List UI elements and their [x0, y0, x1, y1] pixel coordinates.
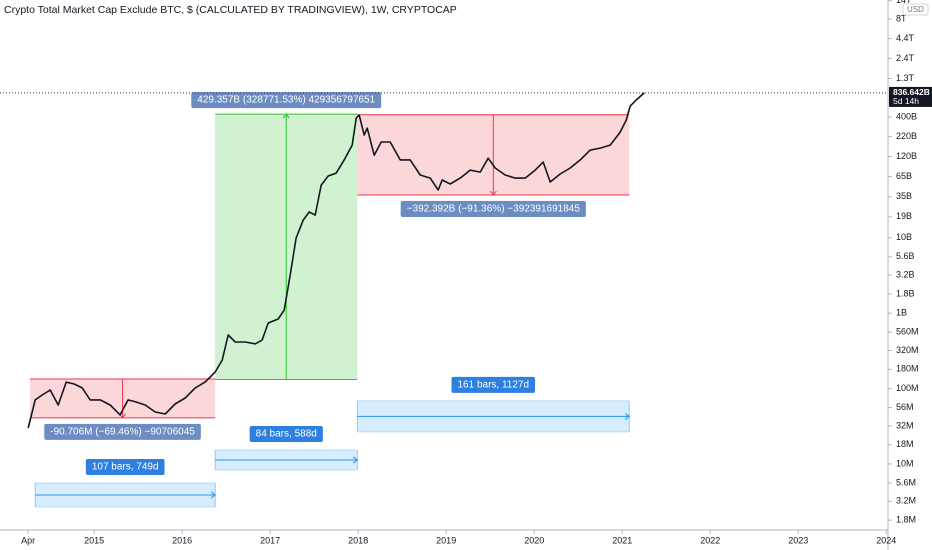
currency-box[interactable]	[902, 3, 929, 16]
price-line	[27, 92, 645, 429]
x-tick-label: 2019	[436, 535, 456, 545]
y-tick-label: 18M	[896, 439, 914, 449]
y-tick-label: 4.4T	[896, 33, 915, 43]
y-tick-label: 65B	[896, 171, 912, 181]
x-tick-label: 2022	[700, 535, 720, 545]
y-tick-label: 1.8B	[896, 288, 915, 298]
y-tick-label: 180M	[896, 364, 919, 374]
y-tick-label: 5.6B	[896, 251, 915, 261]
date_range: 161 bars, 1127d	[356, 376, 631, 433]
range-label-box	[249, 426, 323, 443]
price_range: −392.392B (−91.36%) −392391691845	[357, 114, 630, 218]
range-label-box	[191, 92, 382, 109]
x-tick-label: 2024	[876, 535, 896, 545]
arrow-head	[489, 190, 497, 196]
arrow-head	[624, 413, 631, 420]
y-tick-label: 8T	[896, 13, 907, 23]
y-tick-label: 14T	[896, 0, 912, 5]
date_range: 107 bars, 749d	[34, 458, 217, 508]
x-tick-label: 2021	[612, 535, 632, 545]
y-tick-label: 2.4T	[896, 53, 915, 63]
y-tick-label: 3.2M	[896, 496, 916, 506]
range-label-box	[400, 201, 586, 218]
arrow-head	[282, 113, 290, 119]
range-label-box	[44, 423, 201, 440]
x-tick-label: 2015	[84, 535, 104, 545]
x-tick-label: 2016	[172, 535, 192, 545]
range-label: 84 bars, 588d	[256, 429, 317, 440]
time-axis-panel	[0, 530, 888, 550]
y-tick-label: 320M	[896, 345, 919, 355]
x-tick-label: 2017	[260, 535, 280, 545]
range-label: -90.706M (−69.46%) −90706045	[50, 427, 195, 438]
y-tick-label: 560M	[896, 327, 919, 337]
y-tick-label: 35B	[896, 191, 912, 201]
last-price-label: 836.642B	[893, 87, 930, 97]
range-label: 107 bars, 749d	[92, 462, 159, 473]
chart-title: Crypto Total Market Cap Exclude BTC, $ (…	[4, 4, 457, 16]
range-label: 161 bars, 1127d	[458, 380, 530, 391]
y-tick-label: 1.3T	[896, 73, 915, 83]
x-tick-label: 2020	[524, 535, 544, 545]
y-tick-label: 3.2B	[896, 270, 915, 280]
y-tick-label: 32M	[896, 420, 914, 430]
x-tick-label: Apr	[21, 535, 35, 545]
price_range: 429.357B (328771.53%) 429356797651	[191, 92, 382, 380]
last-price-tag	[889, 86, 932, 107]
range-label: −392.392B (−91.36%) −392391691845	[407, 204, 581, 215]
y-tick-label: 10M	[896, 458, 914, 468]
countdown: 5d 14h	[893, 96, 919, 106]
x-tick-label: 2018	[348, 535, 368, 545]
arrow-head	[210, 491, 217, 499]
y-tick-label: 100M	[896, 383, 919, 393]
currency[interactable]: USD	[907, 5, 924, 14]
y-tick-label: 120B	[896, 151, 917, 161]
range-label-box	[451, 376, 536, 393]
y-tick-label: 1B	[896, 308, 907, 318]
y-tick-label: 1.8M	[896, 514, 916, 524]
y-tick-label: 56M	[896, 402, 914, 412]
range-label: 429.357B (328771.53%) 429356797651	[197, 95, 375, 106]
y-tick-label: 10B	[896, 232, 912, 242]
date_range: 84 bars, 588d	[214, 426, 359, 471]
range-label-box	[85, 458, 165, 475]
plot-area: -90.706M (−69.46%) −90706045 429.357B (32…	[0, 92, 888, 508]
y-tick-label: 19B	[896, 211, 912, 221]
y-tick-label: 400B	[896, 111, 917, 121]
x-tick-label: 2023	[788, 535, 808, 545]
y-tick-label: 220B	[896, 131, 917, 141]
y-tick-label: 5.6M	[896, 477, 916, 487]
arrow-head	[353, 456, 359, 464]
